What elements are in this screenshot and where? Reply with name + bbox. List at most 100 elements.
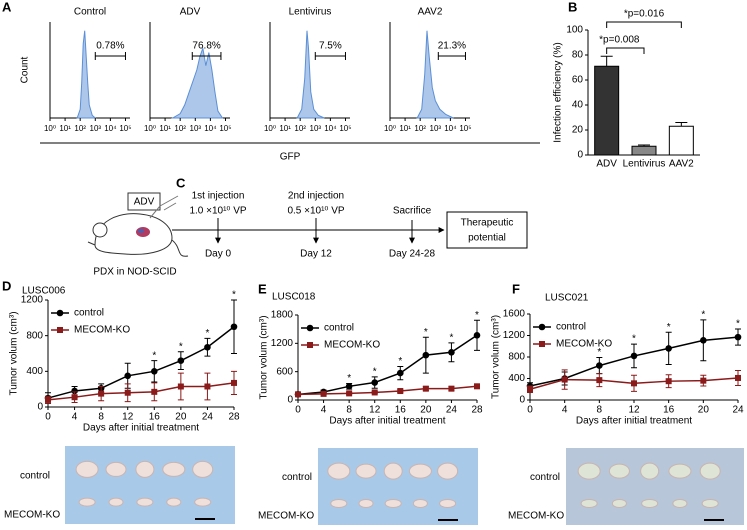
panel-label: E — [258, 281, 267, 296]
x-tick-label: 10⁵ — [459, 124, 471, 133]
y-axis-label: Count — [20, 56, 31, 83]
tumor — [580, 498, 598, 508]
marker — [448, 385, 455, 392]
mouse-nose — [87, 241, 96, 246]
marker — [230, 323, 238, 331]
marker — [735, 374, 741, 381]
significance-label: *p=0.008 — [599, 35, 640, 46]
x-tick-label: 12 — [369, 405, 381, 416]
tumor — [672, 498, 688, 508]
tumor — [437, 462, 459, 480]
x-tick-label: 10⁰ — [264, 124, 276, 133]
panel-label: A — [2, 0, 12, 14]
x-tick-label: 28 — [471, 405, 483, 416]
x-tick-label: 10³ — [190, 124, 202, 133]
syringe — [149, 195, 179, 219]
tumor-detail — [138, 229, 144, 233]
x-tick-label: 0 — [527, 405, 533, 416]
x-tick-label: 10² — [74, 124, 86, 133]
tumor — [355, 463, 377, 479]
y-tick-label: 1800 — [271, 310, 294, 321]
y-tick-label: 40 — [572, 100, 584, 111]
marker — [345, 383, 353, 390]
mouse-ear — [92, 222, 108, 238]
significance-star: * — [475, 310, 479, 321]
x-tick-label: 10² — [174, 124, 186, 133]
legend-marker — [56, 309, 64, 317]
y-tick-label: 800 — [26, 330, 43, 341]
significance-star: * — [667, 322, 671, 333]
marker — [124, 372, 132, 380]
marker — [71, 387, 78, 395]
marker — [422, 385, 429, 392]
tumor — [668, 463, 692, 479]
gate — [191, 52, 222, 60]
marker — [231, 379, 237, 386]
panel-label: F — [512, 281, 520, 296]
x-tick-label: 10³ — [90, 124, 102, 133]
schematic: ADV PDX in NOD-SCID 1st injection 1.0 ×1… — [87, 191, 528, 278]
outcome-text: potential — [468, 233, 506, 244]
x-tick-label: 12 — [628, 405, 640, 416]
y-axis-label: Tumor volum (cm³) — [259, 315, 270, 399]
tumor-photo — [65, 446, 235, 524]
significance-star: * — [424, 327, 428, 338]
x-tick-label: 4 — [321, 405, 327, 416]
photo-row-label: control — [20, 470, 50, 481]
x-tick-label: 10⁰ — [384, 124, 396, 133]
tumor — [330, 498, 348, 508]
tumor — [412, 498, 428, 508]
y-tick-label: 1200 — [21, 295, 44, 306]
marker — [204, 383, 211, 390]
marker — [177, 357, 185, 364]
histogram-area — [296, 30, 325, 119]
x-tick-label: 10⁴ — [204, 124, 217, 133]
series-line — [297, 385, 478, 396]
x-tick-label: ADV — [596, 159, 617, 170]
histogram-area — [416, 30, 454, 119]
marker — [346, 390, 353, 397]
significance-bracket — [606, 47, 645, 54]
marker — [151, 388, 158, 395]
chart-title: Control — [74, 7, 106, 18]
y-tick-label: 400 — [508, 373, 525, 384]
marker — [665, 378, 672, 385]
photo-row-label: MECOM-KO — [4, 509, 60, 520]
x-tick-label: 24 — [732, 405, 744, 416]
tumor — [136, 497, 154, 507]
significance-bracket — [606, 21, 682, 28]
mouse-body — [94, 213, 173, 255]
chart-title: LUSC021 — [545, 293, 589, 304]
tumor — [105, 461, 127, 477]
tumor — [641, 498, 659, 508]
chart-title: AAV2 — [418, 7, 443, 18]
tumor — [327, 462, 351, 480]
x-tick-label: 10⁵ — [219, 124, 231, 133]
legend-marker — [307, 342, 313, 348]
marker — [177, 383, 184, 390]
marker — [561, 376, 568, 383]
y-tick-label: 0 — [519, 395, 525, 406]
y-tick-label: 0 — [37, 402, 43, 413]
y-tick-label: 600 — [276, 366, 293, 377]
legend-label: control — [74, 308, 104, 319]
marker — [124, 389, 131, 396]
x-tick-label: 12 — [122, 412, 134, 423]
gate-label: 76.8% — [192, 41, 220, 52]
marker — [448, 349, 455, 356]
legend-marker — [57, 327, 63, 333]
step-day: Day 12 — [300, 249, 332, 260]
x-tick-label: 10³ — [310, 124, 322, 133]
panel-label: D — [2, 278, 11, 293]
marker — [295, 391, 301, 398]
marker — [700, 377, 707, 384]
marker — [596, 377, 603, 384]
chart-title: Lentivirus — [289, 7, 332, 18]
x-tick-label: 10³ — [430, 124, 442, 133]
bar — [594, 65, 620, 156]
step-dose: 0.5 ×10¹⁰ VP — [287, 206, 344, 217]
gate — [94, 52, 126, 60]
marker — [631, 380, 637, 387]
tumor — [78, 497, 96, 507]
tumor — [192, 460, 214, 478]
